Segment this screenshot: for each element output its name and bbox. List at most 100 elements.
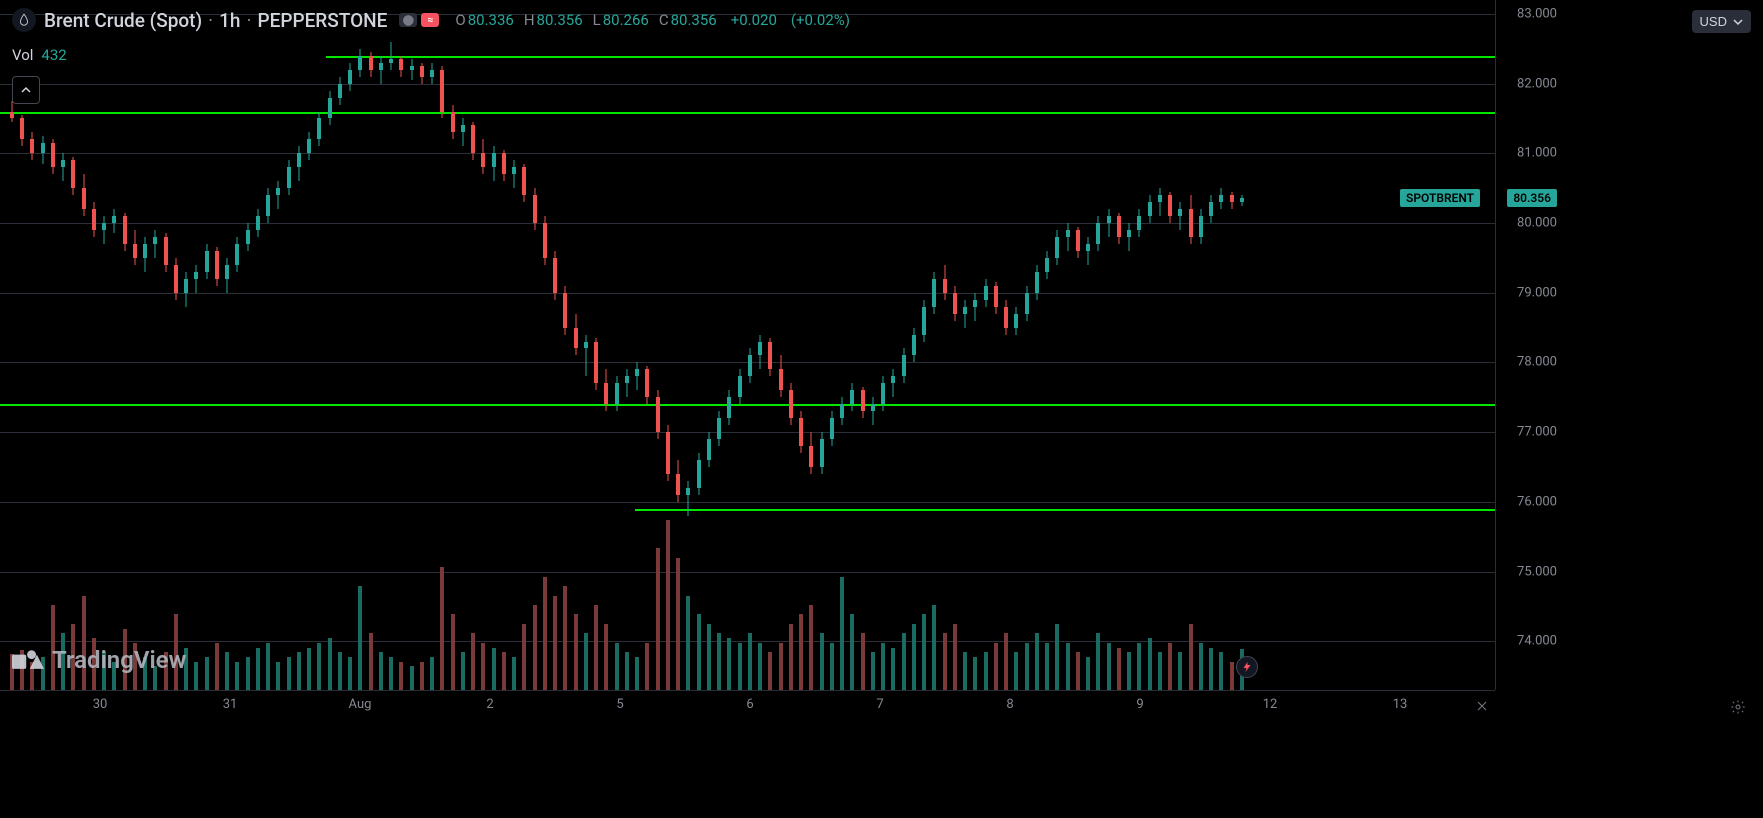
candle [594,0,598,690]
candle [102,0,106,690]
symbol-price-tag: SPOTBRENT [1400,189,1480,207]
candle [522,0,526,690]
candle [758,0,762,690]
tradingview-logo-icon [12,648,44,672]
candle [1168,0,1172,690]
candle [297,0,301,690]
oil-drop-icon [12,8,36,32]
candle [820,0,824,690]
x-axis-label: 6 [746,697,753,712]
symbol-flags: ⬤ ≈ [399,13,439,27]
candle [604,0,608,690]
candle [707,0,711,690]
x-axis-label: 5 [616,697,623,712]
candle [686,0,690,690]
candle [963,0,967,690]
candle [574,0,578,690]
candle [1045,0,1049,690]
candle [215,0,219,690]
candle [338,0,342,690]
candle [1137,0,1141,690]
candle [492,0,496,690]
candle [317,0,321,690]
candle [543,0,547,690]
candle [328,0,332,690]
price-axis[interactable]: 83.00082.00081.00080.00079.00078.00077.0… [1495,0,1763,690]
candle [1148,0,1152,690]
candle [266,0,270,690]
candle [809,0,813,690]
candle [61,0,65,690]
x-axis-label: Aug [349,697,372,712]
candle [348,0,352,690]
collapse-legend-button[interactable] [12,76,40,104]
candle [1035,0,1039,690]
candle [850,0,854,690]
candle [943,0,947,690]
candle [71,0,75,690]
axis-toggle-button[interactable] [1475,698,1489,712]
candle [307,0,311,690]
candle [553,0,557,690]
candle [92,0,96,690]
x-axis-label: 13 [1393,697,1408,712]
candle [1240,0,1244,690]
symbol-title[interactable]: Brent Crude (Spot) · 1h · PEPPERSTONE [44,9,387,32]
candle [379,0,383,690]
candle [1096,0,1100,690]
candle [112,0,116,690]
candle [1014,0,1018,690]
current-price-label: 80.356 [1507,189,1557,207]
x-axis-label: 30 [93,697,108,712]
candle [953,0,957,690]
candle [1178,0,1182,690]
candle [891,0,895,690]
candle [123,0,127,690]
indicator-lightning-button[interactable] [1236,656,1258,678]
candle [994,0,998,690]
candle [399,0,403,690]
candle [451,0,455,690]
candle [676,0,680,690]
candle [697,0,701,690]
candle [830,0,834,690]
lightning-icon [1241,661,1253,673]
x-axis-label: 8 [1006,697,1013,712]
candle [512,0,516,690]
candle [184,0,188,690]
candle [717,0,721,690]
candle [1219,0,1223,690]
y-axis-label: 80.000 [1517,216,1557,231]
candle [235,0,239,690]
time-axis[interactable]: 3031Aug2567891213 [0,690,1495,718]
ohlc-readout: O80.336 H80.356 L80.266 C80.356 +0.020 (… [455,11,850,29]
chart-plot-area[interactable]: SPOTBRENT [0,0,1495,690]
candle [768,0,772,690]
symbol-name: Brent Crude (Spot) [44,9,202,32]
candle [440,0,444,690]
candle [584,0,588,690]
price-change: +0.020 [731,11,777,29]
candle [287,0,291,690]
candle [1107,0,1111,690]
delayed-pill[interactable]: ⬤ [399,13,417,27]
candle [256,0,260,690]
y-axis-label: 77.000 [1517,425,1557,440]
y-axis-label: 81.000 [1517,146,1557,161]
candle [41,0,45,690]
candle [748,0,752,690]
candle [410,0,414,690]
candle [881,0,885,690]
chart-settings-button[interactable] [1727,696,1749,718]
candle [276,0,280,690]
chevron-up-icon [20,84,32,96]
y-axis-label: 75.000 [1517,564,1557,579]
candle [369,0,373,690]
x-axis-label: 2 [486,697,493,712]
candle [133,0,137,690]
candle [902,0,906,690]
candle [1230,0,1234,690]
candle [861,0,865,690]
approx-pill[interactable]: ≈ [421,13,439,27]
candle [656,0,660,690]
